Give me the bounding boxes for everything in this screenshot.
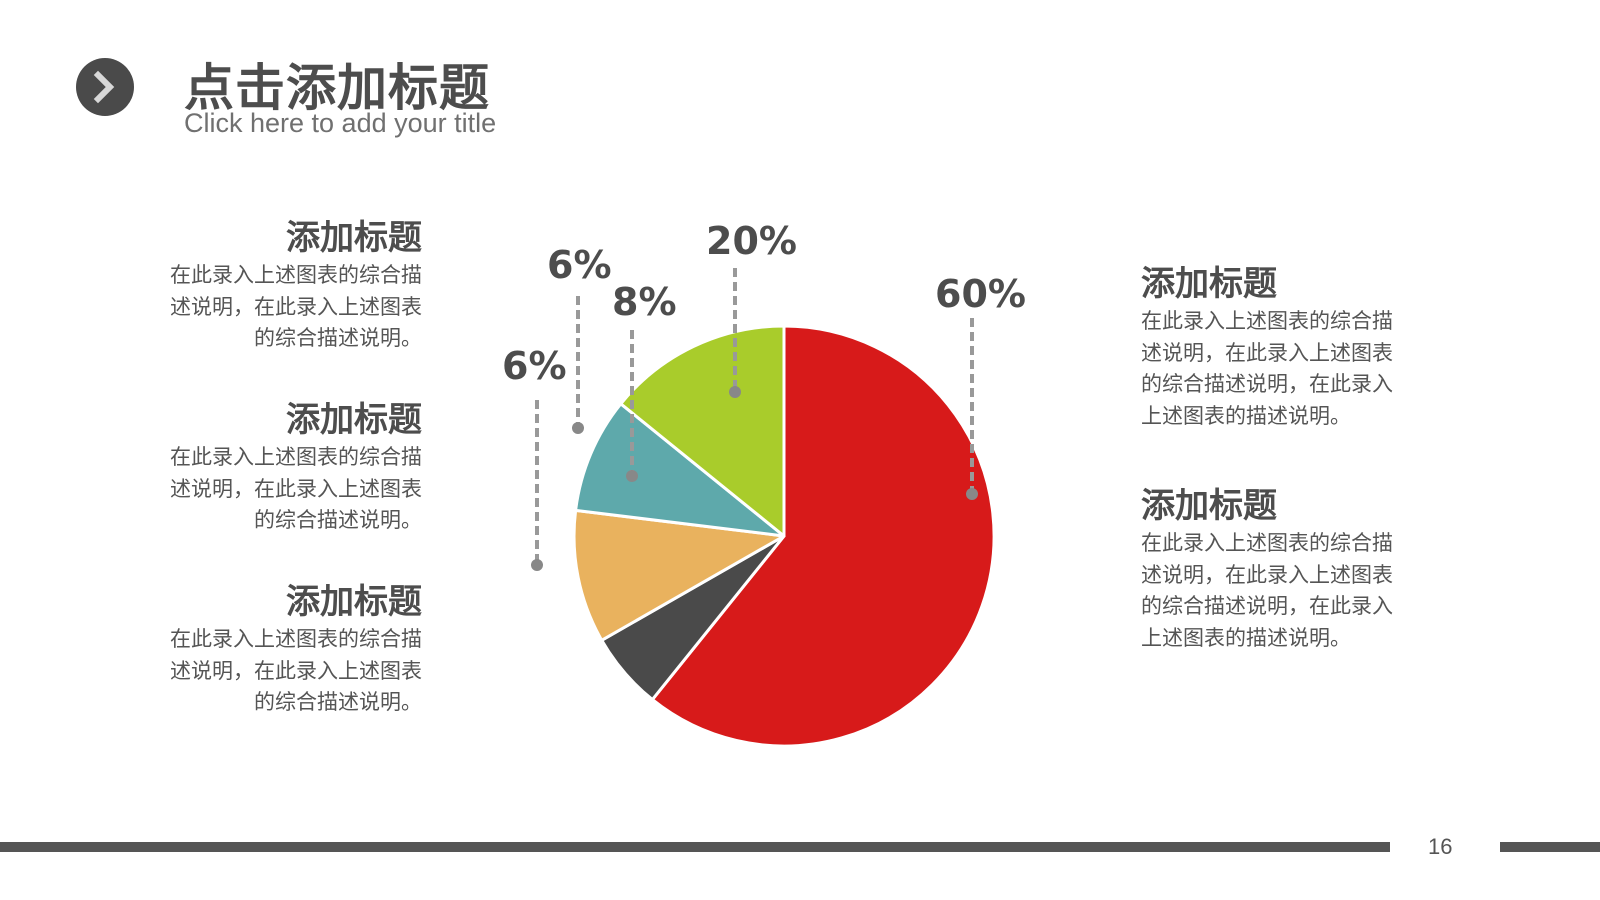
- block-line: 的综合描述说明。: [254, 690, 422, 714]
- text-block-left-2[interactable]: 添加标题 在此录入上述图表的综合描 述说明，在此录入上述图表 的综合描述说明。: [120, 398, 422, 537]
- footer-bar-right: [1500, 842, 1600, 852]
- block-line: 在此录入上述图表的综合描: [1141, 531, 1393, 555]
- page-subtitle[interactable]: Click here to add your title: [184, 108, 497, 138]
- block-heading: 添加标题: [1141, 264, 1277, 304]
- page-number: 16: [1428, 834, 1453, 859]
- leader-dot-6a: [572, 422, 584, 434]
- page-title[interactable]: 点击添加标题: [184, 59, 490, 117]
- label-8: 8%: [612, 280, 677, 324]
- text-block-left-3[interactable]: 添加标题 在此录入上述图表的综合描 述说明，在此录入上述图表 的综合描述说明。: [120, 580, 422, 719]
- block-line: 在此录入上述图表的综合描: [170, 263, 422, 287]
- label-6b: 6%: [502, 344, 567, 388]
- leader-dot-6b: [531, 559, 543, 571]
- label-60: 60%: [935, 272, 1026, 316]
- chevron-right-icon: [76, 58, 134, 116]
- footer-bar-left: [0, 842, 1390, 852]
- block-line: 述说明，在此录入上述图表: [1141, 340, 1393, 365]
- label-6a: 6%: [547, 243, 612, 287]
- pie-slice-red[interactable]: [650, 324, 996, 748]
- block-line: 在此录入上述图表的综合描: [1141, 309, 1393, 333]
- block-heading: 添加标题: [286, 400, 422, 440]
- block-heading: 添加标题: [286, 218, 422, 258]
- block-line: 的综合描述说明，在此录入: [1141, 372, 1393, 396]
- label-20: 20%: [706, 219, 797, 263]
- leader-dot-8: [626, 470, 638, 482]
- block-line: 述说明，在此录入上述图表: [170, 294, 422, 319]
- block-line: 的综合描述说明，在此录入: [1141, 594, 1393, 618]
- block-line: 上述图表的描述说明。: [1141, 403, 1351, 428]
- block-line: 述说明，在此录入上述图表: [1141, 562, 1393, 587]
- block-line: 在此录入上述图表的综合描: [170, 445, 422, 469]
- block-line: 上述图表的描述说明。: [1141, 625, 1351, 650]
- block-line: 述说明，在此录入上述图表: [170, 658, 422, 683]
- text-block-left-1[interactable]: 添加标题 在此录入上述图表的综合描 述说明，在此录入上述图表 的综合描述说明。: [120, 216, 422, 355]
- pie-slice-orange[interactable]: [572, 508, 786, 642]
- pie-slice-teal[interactable]: [574, 402, 786, 538]
- text-block-right-1[interactable]: 添加标题 在此录入上述图表的综合描 述说明，在此录入上述图表 的综合描述说明，在…: [1141, 262, 1431, 432]
- block-line: 述说明，在此录入上述图表: [170, 476, 422, 501]
- leader-dot-20: [729, 386, 741, 398]
- text-block-right-2[interactable]: 添加标题 在此录入上述图表的综合描 述说明，在此录入上述图表 的综合描述说明，在…: [1141, 484, 1431, 654]
- block-heading: 添加标题: [1141, 486, 1277, 526]
- block-line: 的综合描述说明。: [254, 326, 422, 350]
- block-line: 的综合描述说明。: [254, 508, 422, 532]
- block-line: 在此录入上述图表的综合描: [170, 627, 422, 651]
- leader-dot-60: [966, 488, 978, 500]
- block-heading: 添加标题: [286, 582, 422, 622]
